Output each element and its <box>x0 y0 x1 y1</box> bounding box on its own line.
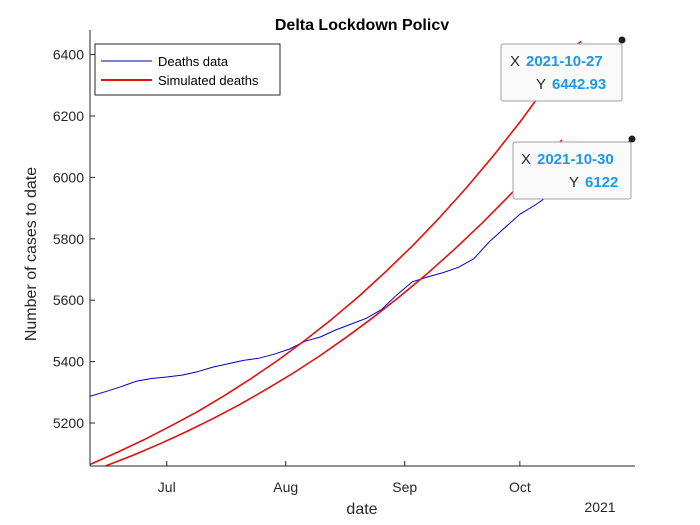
datatip-2-y-value: 6122 <box>585 174 618 191</box>
y-tick-label: 6400 <box>53 47 84 63</box>
legend-box <box>94 43 281 96</box>
tick-layer: 5200 5400 5600 5800 6000 6200 6400 Jul Aug Sep Oct <box>53 47 531 495</box>
datatip-1-x-key: X <box>510 53 520 70</box>
datatip-2-x-value: 2021-10-30 <box>537 151 614 168</box>
x-tick-label: Oct <box>509 479 531 495</box>
x-tick-label: Jul <box>158 479 176 495</box>
datatip-2[interactable]: X 2021-10-30 Y 6122 <box>512 135 636 200</box>
legend[interactable]: Deaths data Simulated deaths <box>94 43 281 96</box>
datatip-2-y-key: Y <box>569 174 579 191</box>
datatip-1-box <box>500 43 623 102</box>
legend-label-deaths-data: Deaths data <box>158 54 229 69</box>
x-axis-label: date <box>346 501 377 518</box>
series-line-2[interactable] <box>90 40 582 466</box>
y-axis-label: Number of cases to date <box>23 167 40 341</box>
y-tick-label: 6000 <box>53 169 84 185</box>
y-tick-label: 5400 <box>53 354 84 370</box>
chart-title: Delta Lockdown Policy <box>275 17 449 34</box>
x-axis-year-label: 2021 <box>584 499 615 515</box>
series-line-1[interactable] <box>90 139 632 397</box>
y-tick-label: 5800 <box>53 231 84 247</box>
datatip-1-marker[interactable] <box>618 36 626 44</box>
x-tick-label: Sep <box>392 479 417 495</box>
datatip-2-x-key: X <box>521 151 531 168</box>
y-tick-label: 5200 <box>53 415 84 431</box>
datatip-1-x-value: 2021-10-27 <box>526 53 603 70</box>
x-tick-label: Aug <box>273 479 298 495</box>
datatip-2-marker[interactable] <box>628 135 636 143</box>
datatip-1[interactable]: X 2021-10-27 Y 6442.93 <box>500 36 626 102</box>
y-tick-label: 5600 <box>53 292 84 308</box>
datatip-1-y-value: 6442.93 <box>552 76 606 93</box>
y-tick-label: 6200 <box>53 108 84 124</box>
legend-label-simulated-deaths: Simulated deaths <box>158 73 259 88</box>
series-layer <box>90 40 632 466</box>
datatip-2-box <box>512 141 632 200</box>
series-line-3[interactable] <box>105 139 563 466</box>
plot-area <box>90 30 635 466</box>
datatip-1-y-key: Y <box>536 76 546 93</box>
